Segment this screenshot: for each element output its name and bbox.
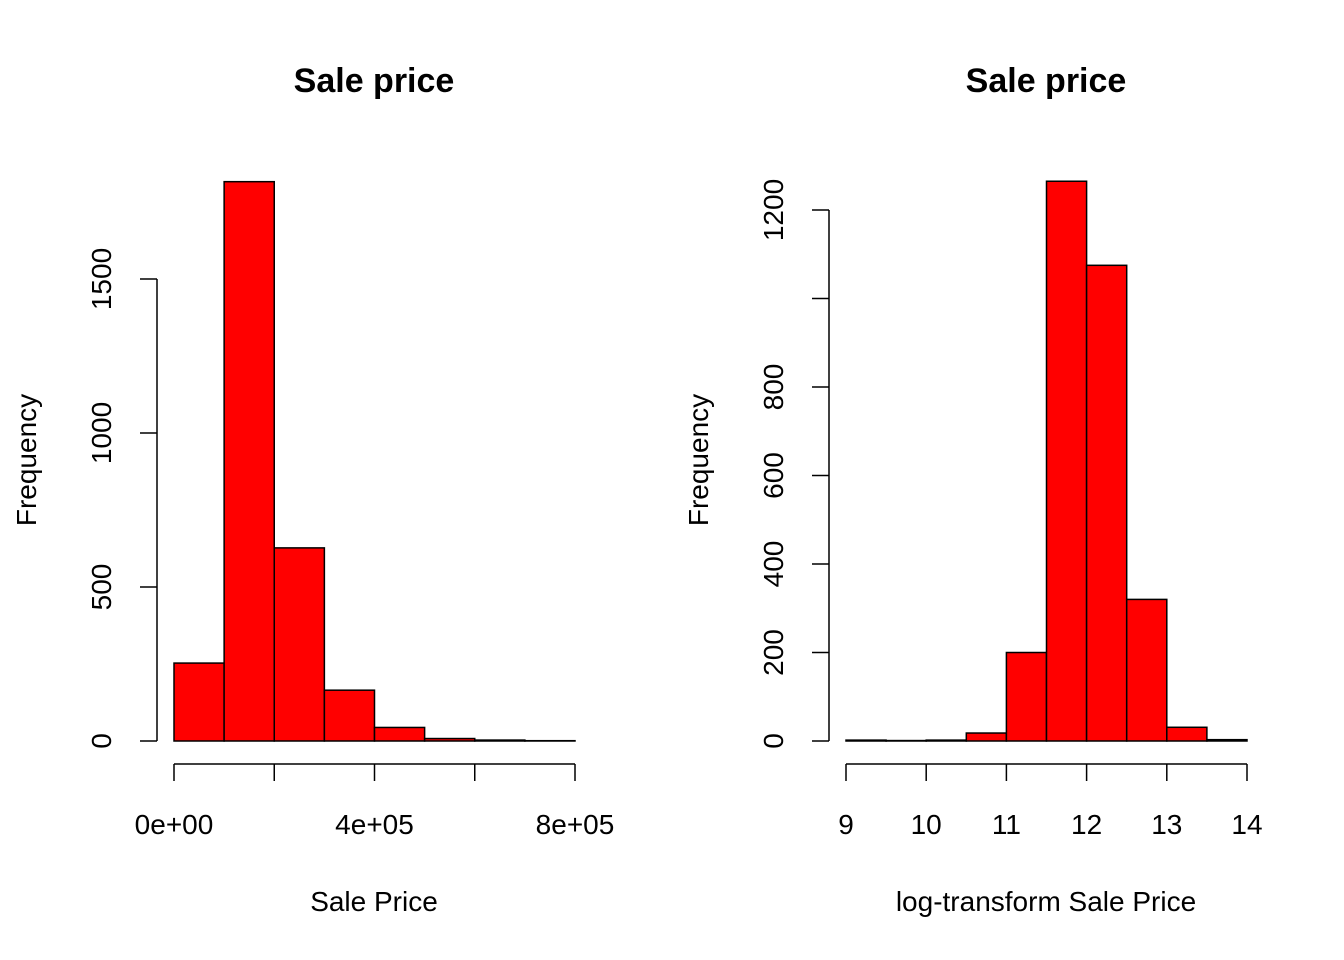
x-tick-label: 12 xyxy=(1071,809,1102,840)
x-axis: 9 10 11 12 13 14 xyxy=(838,763,1263,840)
histogram-panel-log: Sale price log-transform Sale Price Freq… xyxy=(683,62,1263,917)
x-tick-label: 4e+05 xyxy=(335,809,414,840)
y-tick-label: 1500 xyxy=(86,248,117,310)
x-axis-label: Sale Price xyxy=(310,886,438,917)
histogram-bar xyxy=(323,689,376,742)
histogram-bar xyxy=(1125,598,1168,742)
chart-title: Sale price xyxy=(966,62,1127,100)
y-axis-label: Frequency xyxy=(683,394,714,526)
y-tick-label: 500 xyxy=(86,564,117,611)
x-axis-label: log-transform Sale Price xyxy=(896,886,1196,917)
y-tick-label: 400 xyxy=(758,541,789,588)
x-tick-label: 0e+00 xyxy=(135,809,214,840)
histogram-bar xyxy=(1005,651,1048,742)
x-tick-label: 9 xyxy=(838,809,854,840)
y-tick-label: 800 xyxy=(758,364,789,411)
y-tick-label: 0 xyxy=(758,733,789,749)
y-axis-label: Frequency xyxy=(11,394,42,526)
histogram-bar xyxy=(223,180,275,742)
x-tick-label: 13 xyxy=(1151,809,1182,840)
histogram-panel-raw: Sale price Sale Price Frequency 0e+00 4e+… xyxy=(11,62,614,917)
histogram-bar xyxy=(925,739,968,742)
histogram-bar xyxy=(1085,264,1128,742)
y-tick-label: 1000 xyxy=(86,402,117,464)
bars xyxy=(845,180,1248,742)
y-tick-label: 600 xyxy=(758,452,789,499)
histogram-bar xyxy=(373,726,426,742)
y-tick-label: 200 xyxy=(758,629,789,676)
x-tick-label: 14 xyxy=(1231,809,1262,840)
histogram-bar xyxy=(1045,180,1088,742)
histogram-bar xyxy=(1206,738,1248,742)
x-axis: 0e+00 4e+05 8e+05 xyxy=(135,763,615,840)
histogram-bar xyxy=(273,547,326,742)
histogram-bar xyxy=(173,662,225,742)
histogram-bar xyxy=(965,732,1008,742)
y-axis: 0 500 1000 1500 xyxy=(86,248,158,749)
y-tick-label: 1200 xyxy=(758,179,789,241)
x-tick-label: 10 xyxy=(911,809,942,840)
y-axis: 0 200 400 600 800 1200 xyxy=(758,179,830,749)
histogram-bar xyxy=(474,739,526,742)
x-tick-label: 11 xyxy=(992,809,1021,840)
histogram-bar xyxy=(845,739,887,742)
histogram-bar xyxy=(423,737,476,742)
chart-title: Sale price xyxy=(294,62,455,100)
x-tick-label: 8e+05 xyxy=(536,809,615,840)
bars xyxy=(173,180,576,742)
histogram-bar xyxy=(1166,726,1208,742)
y-tick-label: 0 xyxy=(86,733,117,749)
